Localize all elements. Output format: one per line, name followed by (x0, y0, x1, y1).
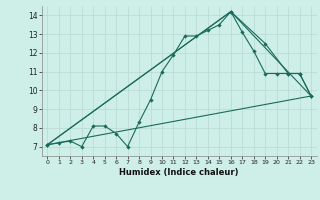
X-axis label: Humidex (Indice chaleur): Humidex (Indice chaleur) (119, 168, 239, 177)
